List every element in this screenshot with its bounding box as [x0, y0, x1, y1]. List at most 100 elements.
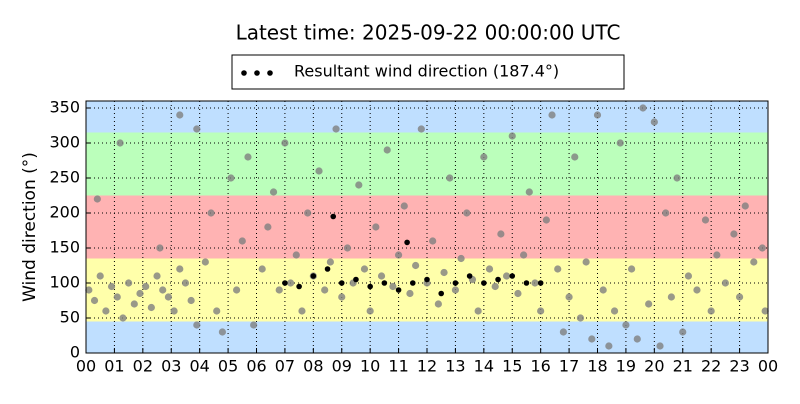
x-tick-label: 19 — [616, 357, 636, 376]
data-point — [440, 268, 448, 277]
data-point — [424, 276, 430, 283]
data-point — [633, 335, 641, 343]
data-point — [508, 132, 516, 140]
data-point — [326, 258, 334, 266]
data-point — [679, 328, 687, 336]
data-point — [201, 258, 209, 266]
data-point — [90, 296, 99, 305]
data-point — [656, 342, 664, 350]
data-point — [275, 286, 283, 294]
data-point — [324, 266, 331, 272]
data-point — [258, 265, 266, 273]
data-point — [537, 307, 545, 315]
data-point — [250, 321, 258, 329]
data-point — [559, 328, 568, 336]
y-tick-label: 150 — [49, 238, 80, 257]
data-point — [616, 139, 624, 147]
x-tick-label: 22 — [701, 357, 721, 376]
data-point — [395, 287, 402, 293]
legend-marker — [267, 70, 273, 76]
data-point — [571, 153, 579, 161]
data-point — [438, 290, 445, 297]
data-point — [264, 223, 272, 231]
x-tick-label: 01 — [104, 357, 124, 376]
x-tick-label: 08 — [303, 357, 323, 376]
data-point — [130, 300, 138, 308]
x-tick-label: 16 — [530, 357, 550, 376]
data-point — [292, 251, 300, 259]
data-point — [187, 296, 195, 305]
data-point — [622, 321, 630, 329]
data-point — [673, 174, 681, 182]
data-point — [662, 209, 670, 217]
data-point — [735, 293, 744, 301]
data-point — [480, 153, 488, 161]
data-point — [193, 125, 201, 133]
x-tick-label: 21 — [673, 357, 693, 376]
data-point — [389, 282, 397, 291]
data-point — [156, 244, 164, 252]
y-axis-label: Wind direction (°) — [20, 152, 40, 302]
data-point — [176, 111, 184, 119]
data-point — [207, 209, 215, 217]
data-point — [159, 286, 167, 294]
data-point — [107, 282, 116, 291]
data-point — [142, 282, 150, 291]
data-point — [136, 289, 144, 298]
data-point — [523, 280, 530, 286]
x-tick-label: 17 — [559, 357, 579, 376]
data-point — [102, 307, 110, 315]
data-point — [125, 279, 133, 287]
data-point — [147, 303, 155, 312]
x-tick-label: 23 — [729, 357, 749, 376]
y-tick-label: 50 — [60, 308, 80, 327]
data-point — [404, 239, 410, 246]
plot-frame — [85, 100, 769, 354]
data-point — [481, 280, 487, 286]
data-point — [394, 251, 403, 259]
x-tick-label: 03 — [161, 357, 181, 376]
data-point — [525, 188, 533, 196]
data-point — [338, 280, 345, 286]
y-tick-label: 200 — [49, 203, 80, 222]
y-tick-label: 0 — [70, 343, 80, 362]
data-point — [588, 335, 596, 343]
data-point — [296, 283, 302, 290]
data-point — [684, 272, 693, 280]
data-point — [315, 167, 323, 175]
data-point — [514, 289, 522, 298]
data-point — [463, 209, 471, 217]
data-point — [457, 254, 465, 263]
data-point — [495, 276, 501, 283]
data-point — [542, 216, 550, 224]
x-tick-label: 00 — [758, 357, 778, 376]
data-point — [576, 314, 585, 322]
data-point — [113, 293, 121, 301]
data-point — [181, 279, 190, 287]
data-point — [693, 286, 701, 294]
data-point — [377, 272, 386, 280]
x-tick-label: 09 — [332, 357, 352, 376]
data-point — [366, 307, 374, 315]
data-point — [474, 307, 482, 315]
x-tick-label: 14 — [474, 357, 494, 376]
data-point — [164, 293, 173, 301]
data-point — [446, 174, 454, 182]
data-point — [116, 139, 124, 147]
data-point — [758, 244, 766, 252]
data-point — [582, 258, 590, 266]
x-tick-label: 15 — [502, 357, 522, 376]
data-point — [412, 261, 420, 270]
data-point — [343, 244, 352, 252]
data-point — [610, 307, 619, 315]
data-point — [491, 282, 499, 291]
data-point — [304, 209, 312, 217]
data-point — [367, 283, 373, 290]
data-point — [707, 307, 715, 315]
data-point — [218, 328, 226, 336]
data-point — [338, 293, 346, 301]
x-tick-label: 00 — [76, 357, 96, 376]
chart-title: Latest time: 2025-09-22 00:00:00 UTC — [236, 21, 621, 45]
data-point — [628, 265, 636, 273]
